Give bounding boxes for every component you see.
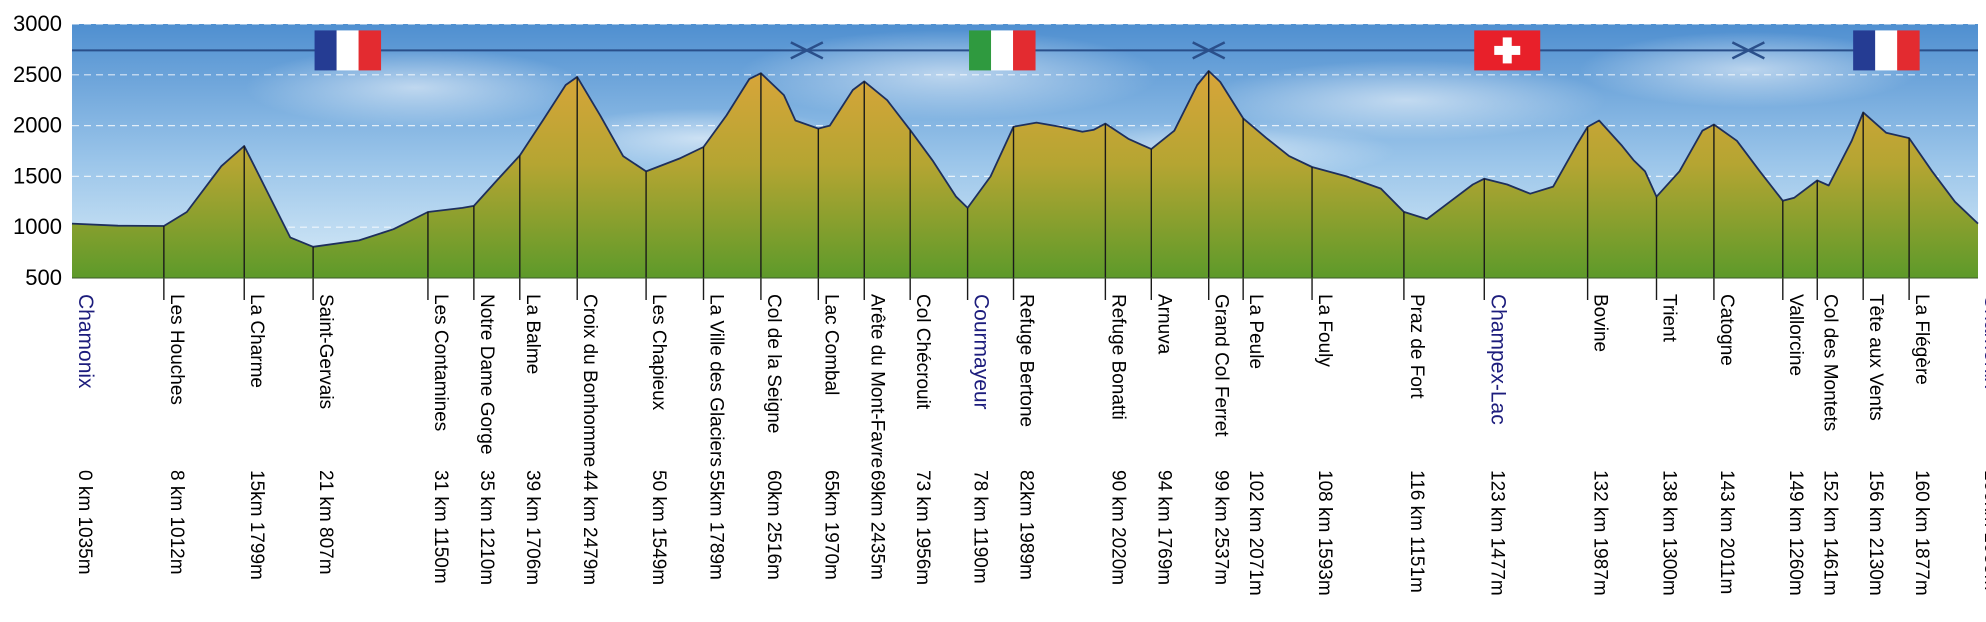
terrain-area bbox=[72, 71, 1978, 278]
waypoint-stat-14: 78 km 1190m bbox=[970, 470, 991, 584]
france-flag-6 bbox=[1853, 30, 1920, 71]
waypoint-name-3: Saint-Gervais bbox=[315, 294, 336, 409]
cloud-0 bbox=[245, 47, 586, 128]
cloud-2 bbox=[1206, 60, 1607, 141]
france-flag-0 bbox=[314, 30, 382, 71]
waypoint-name-6: La Balme bbox=[522, 294, 543, 374]
waypoint-stat-19: 102 km 2071m bbox=[1245, 470, 1266, 596]
waypoint-name-18: Grand Col Ferret bbox=[1211, 294, 1232, 437]
waypoint-name-25: Catogne bbox=[1716, 294, 1737, 366]
waypoint-stat-26: 149 km 1260m bbox=[1785, 470, 1806, 596]
waypoint-stat-22: 123 km 1477m bbox=[1486, 470, 1507, 596]
waypoint-name-16: Refuge Bonatti bbox=[1107, 294, 1128, 420]
waypoint-stat-15: 82km 1989m bbox=[1016, 470, 1037, 580]
waypoint-stat-8: 50 km 1549m bbox=[648, 470, 669, 585]
y-tick-500: 500 bbox=[25, 265, 62, 290]
waypoint-stat-11: 65km 1970m bbox=[820, 470, 841, 580]
waypoint-name-30: Chamonix bbox=[1980, 294, 1986, 389]
waypoint-name-27: Col des Montets bbox=[1819, 294, 1840, 431]
waypoint-stat-5: 35 km 1210m bbox=[476, 470, 497, 585]
waypoint-stat-9: 55km 1789m bbox=[706, 470, 727, 580]
waypoint-stat-7: 44 km 2479m bbox=[579, 470, 600, 585]
waypoint-stat-18: 99 km 2537m bbox=[1211, 470, 1232, 585]
waypoint-name-23: Bovine bbox=[1590, 294, 1611, 352]
waypoint-name-4: Les Contamines bbox=[430, 294, 451, 431]
italy-flag-2 bbox=[969, 30, 1036, 71]
waypoint-name-14: Courmayeur bbox=[970, 294, 993, 410]
waypoint-name-17: Arnuva bbox=[1153, 294, 1174, 355]
waypoint-name-12: Arête du Mont-Favre bbox=[866, 294, 887, 468]
waypoint-name-0: Chamonix bbox=[74, 294, 97, 389]
waypoint-name-22: Champex-Lac bbox=[1486, 294, 1509, 425]
waypoint-name-29: La Flégère bbox=[1911, 294, 1932, 385]
waypoint-stat-27: 152 km 1461m bbox=[1819, 470, 1840, 596]
waypoint-name-13: Col Chécrouit bbox=[912, 294, 933, 410]
cross-marker-5 bbox=[1731, 41, 1765, 60]
waypoint-stat-10: 60km 2516m bbox=[763, 470, 784, 580]
waypoint-stat-28: 156 km 2130m bbox=[1865, 470, 1886, 596]
waypoint-stat-17: 94 km 1769m bbox=[1153, 470, 1174, 585]
y-tick-2500: 2500 bbox=[13, 62, 62, 87]
waypoint-name-8: Les Chapieux bbox=[648, 294, 669, 411]
y-tick-1000: 1000 bbox=[13, 214, 62, 239]
waypoint-stat-29: 160 km 1877m bbox=[1911, 470, 1932, 596]
waypoint-stat-30: 166km 1035m bbox=[1980, 470, 1986, 590]
waypoint-name-28: Tête aux Vents bbox=[1865, 294, 1886, 421]
switzerland-flag-4 bbox=[1474, 30, 1541, 71]
waypoint-stat-20: 108 km 1593m bbox=[1314, 470, 1335, 596]
waypoint-name-7: Croix du Bonhomme bbox=[579, 294, 600, 467]
profile-line bbox=[71, 70, 1979, 248]
waypoint-stat-25: 143 km 2011m bbox=[1716, 470, 1737, 594]
waypoint-name-15: Refuge Bertone bbox=[1016, 294, 1037, 427]
waypoint-stat-13: 73 km 1956m bbox=[912, 470, 933, 585]
waypoint-stat-24: 138 km 1300m bbox=[1659, 470, 1680, 596]
waypoint-stat-12: 69km 2435m bbox=[866, 470, 887, 580]
waypoint-name-10: Col de la Seigne bbox=[763, 294, 784, 433]
y-tick-1500: 1500 bbox=[13, 163, 62, 188]
waypoint-name-21: Praz de Fort bbox=[1406, 294, 1427, 399]
waypoint-stat-2: 15km 1799m bbox=[246, 470, 267, 580]
waypoint-name-5: Notre Dame Gorge bbox=[476, 294, 497, 455]
waypoint-stat-21: 116 km 1151m bbox=[1406, 470, 1427, 593]
cross-marker-1 bbox=[790, 41, 824, 60]
waypoint-name-11: Lac Combal bbox=[820, 294, 841, 395]
cross-marker-3 bbox=[1192, 41, 1226, 60]
waypoint-stat-3: 21 km 807m bbox=[315, 470, 336, 575]
waypoint-name-9: La Ville des Glaciers bbox=[706, 294, 727, 467]
waypoint-name-20: La Fouly bbox=[1314, 294, 1335, 367]
waypoint-name-24: Trient bbox=[1659, 294, 1680, 343]
waypoint-name-19: La Peule bbox=[1245, 294, 1266, 369]
waypoint-stat-0: 0 km 1035m bbox=[74, 470, 95, 575]
waypoint-stat-4: 31 km 1150m bbox=[430, 470, 451, 584]
waypoint-stat-1: 8 km 1012m bbox=[166, 470, 187, 575]
waypoint-stat-23: 132 km 1987m bbox=[1590, 470, 1611, 596]
y-tick-2000: 2000 bbox=[13, 113, 62, 138]
waypoint-stat-16: 90 km 2020m bbox=[1107, 470, 1128, 585]
waypoint-stat-6: 39 km 1706m bbox=[522, 470, 543, 585]
y-tick-3000: 3000 bbox=[13, 11, 62, 36]
waypoint-name-2: La Charme bbox=[246, 294, 267, 388]
waypoint-name-1: Les Houches bbox=[166, 294, 187, 405]
waypoint-name-26: Vallorcine bbox=[1785, 294, 1806, 376]
